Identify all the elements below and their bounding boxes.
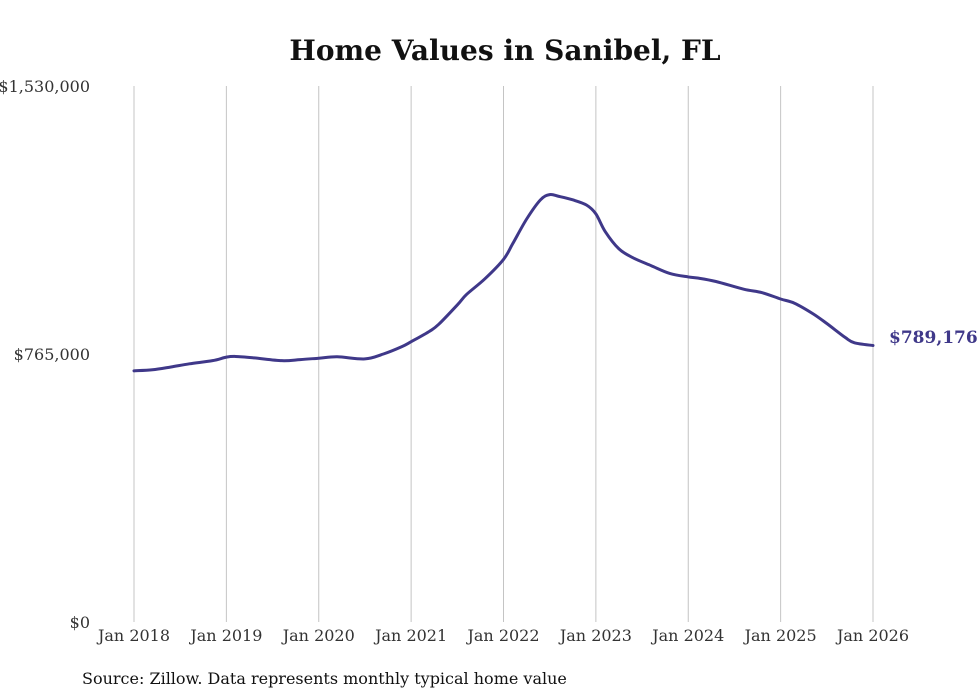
y-tick-label: $0 xyxy=(70,613,90,632)
y-tick-label: $765,000 xyxy=(14,345,90,364)
x-tick-label: Jan 2020 xyxy=(281,626,355,645)
x-tick-label: Jan 2019 xyxy=(188,626,262,645)
chart-title: Home Values in Sanibel, FL xyxy=(289,34,720,67)
y-axis-ticks: $0 $765,000 $1,530,000 xyxy=(0,77,90,632)
series-layer xyxy=(132,192,875,373)
gridlines xyxy=(133,86,874,622)
x-tick-label: Jan 2025 xyxy=(743,626,817,645)
x-tick-label: Jan 2026 xyxy=(835,626,909,645)
x-tick-label: Jan 2022 xyxy=(465,626,539,645)
x-tick-label: Jan 2023 xyxy=(558,626,632,645)
source-note: Source: Zillow. Data represents monthly … xyxy=(82,669,567,688)
x-tick-label: Jan 2024 xyxy=(650,626,724,645)
x-tick-label: Jan 2018 xyxy=(96,626,170,645)
series-line xyxy=(132,192,875,373)
y-tick-label: $1,530,000 xyxy=(0,77,90,96)
x-tick-label: Jan 2021 xyxy=(373,626,447,645)
end-value-label: $789,176 xyxy=(889,328,978,348)
x-axis-ticks: Jan 2018 Jan 2019 Jan 2020 Jan 2021 Jan 2022… xyxy=(96,626,909,645)
